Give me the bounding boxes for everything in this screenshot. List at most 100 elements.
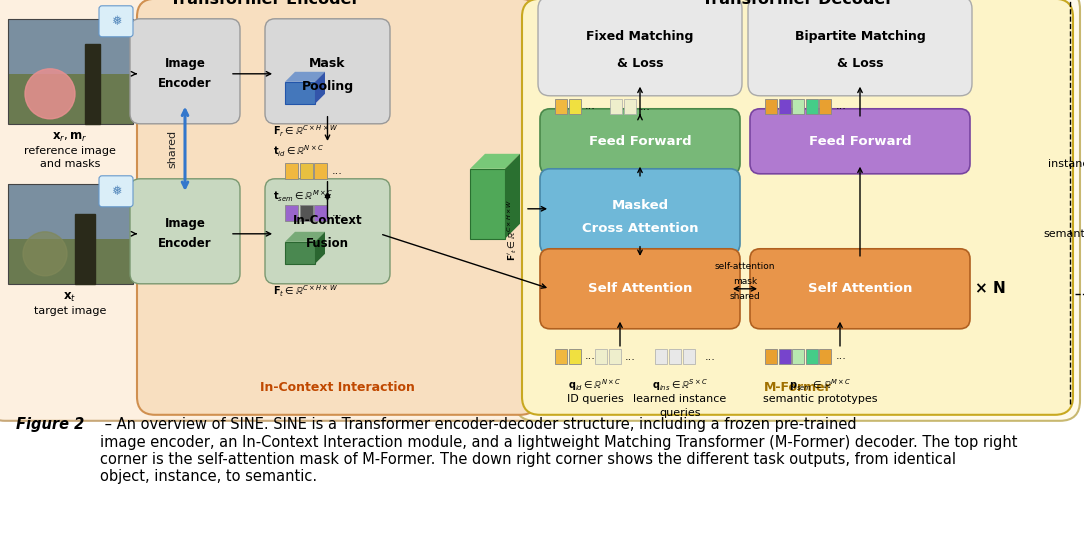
Text: ...: ... [836,101,847,111]
Text: $\mathbf{x}_t$: $\mathbf{x}_t$ [63,291,77,304]
Text: Fixed Matching: Fixed Matching [586,30,694,43]
Text: Image: Image [165,57,206,71]
Text: Transformer Encoder: Transformer Encoder [170,0,360,7]
Text: ...: ... [640,102,650,112]
FancyBboxPatch shape [264,179,390,284]
FancyBboxPatch shape [130,179,240,284]
Bar [470,169,505,239]
Text: $\mathbf{F}_r \in \mathbb{R}^{C\times H\times W}$: $\mathbf{F}_r \in \mathbb{R}^{C\times H\… [273,124,338,139]
Bar [314,163,327,179]
Text: Image: Image [165,217,206,230]
Bar [8,184,133,284]
Text: ❅: ❅ [111,185,121,198]
Text: and masks: and masks [40,159,100,169]
Polygon shape [315,232,325,264]
Text: Feed Forward: Feed Forward [809,135,912,148]
Text: semantic: semantic [1044,229,1084,239]
Polygon shape [470,154,520,169]
Text: shared: shared [167,130,177,168]
Bar [595,349,607,364]
Bar [805,99,817,114]
FancyBboxPatch shape [538,0,743,96]
Bar [765,99,777,114]
FancyBboxPatch shape [540,169,740,254]
Polygon shape [315,72,325,104]
Text: ❅: ❅ [111,15,121,28]
Text: $\mathbf{p}_{sem}\in\mathbb{R}^{M\times C}$: $\mathbf{p}_{sem}\in\mathbb{R}^{M\times … [789,377,851,393]
Text: learned instance: learned instance [633,394,726,404]
Text: Cross Attention: Cross Attention [582,222,698,235]
Text: M-Former: M-Former [763,381,831,394]
Text: $\mathbf{q}_{id}\in\mathbb{R}^{N\times C}$: $\mathbf{q}_{id}\in\mathbb{R}^{N\times C… [568,377,622,393]
Bar [610,99,622,114]
Text: self-attention: self-attention [714,262,775,271]
Bar [765,349,777,364]
FancyBboxPatch shape [0,0,545,421]
Bar [792,99,804,114]
Bar [655,349,667,364]
Bar [299,205,312,221]
Bar [299,163,312,179]
Bar [805,349,817,364]
FancyBboxPatch shape [515,0,1080,421]
Bar [624,99,636,114]
Text: $\mathbf{F}'_t\in\mathbb{R}^{C\times H\times W}$: $\mathbf{F}'_t\in\mathbb{R}^{C\times H\t… [505,199,519,261]
Bar [683,349,695,364]
Text: Self Attention: Self Attention [588,282,693,295]
Text: ...: ... [585,351,596,361]
Text: ...: ... [585,101,596,111]
Text: In-Context Interaction: In-Context Interaction [260,381,415,394]
Text: × N: × N [975,281,1006,296]
FancyBboxPatch shape [540,109,740,174]
Bar [568,99,581,114]
Text: Feed Forward: Feed Forward [589,135,692,148]
Text: ...: ... [625,352,636,362]
Text: ...: ... [332,166,343,176]
Bar [314,205,327,221]
Bar [568,349,581,364]
Text: shared: shared [730,292,760,301]
Bar [8,239,133,284]
Bar [8,74,133,124]
Text: Figure 2: Figure 2 [16,417,85,432]
Text: Encoder: Encoder [158,77,211,90]
Text: instance: instance [1047,159,1084,169]
Text: queries: queries [659,408,700,418]
Text: ...: ... [705,352,715,362]
Text: ID queries: ID queries [567,394,623,404]
FancyBboxPatch shape [264,19,390,124]
Bar [555,99,567,114]
Text: $\mathbf{x}_r, \mathbf{m}_r$: $\mathbf{x}_r, \mathbf{m}_r$ [52,131,88,144]
Circle shape [23,232,67,276]
Bar [820,99,831,114]
Text: & Loss: & Loss [617,57,663,71]
Text: Masked: Masked [611,199,669,212]
Bar [669,349,681,364]
FancyBboxPatch shape [748,0,972,96]
Bar [8,19,133,124]
Polygon shape [75,214,95,284]
Polygon shape [285,232,325,242]
Text: Pooling: Pooling [301,80,353,94]
Text: semantic prototypes: semantic prototypes [763,394,877,404]
Polygon shape [505,154,520,239]
Bar [778,349,790,364]
FancyBboxPatch shape [137,0,538,415]
FancyBboxPatch shape [99,6,133,37]
Text: mask: mask [733,277,757,286]
Text: Self Attention: Self Attention [808,282,913,295]
Text: Bipartite Matching: Bipartite Matching [795,30,926,43]
FancyBboxPatch shape [750,109,970,174]
Bar [555,349,567,364]
Bar [285,82,315,104]
Text: $\mathbf{t}_{sem} \in \mathbb{R}^{M\times C}$: $\mathbf{t}_{sem} \in \mathbb{R}^{M\time… [273,189,333,204]
Text: target image: target image [34,306,106,316]
FancyBboxPatch shape [522,0,1073,415]
Text: ...: ... [836,351,847,361]
Bar [285,205,298,221]
Polygon shape [285,72,325,82]
Bar [285,242,315,264]
Bar [609,349,621,364]
Text: $\mathbf{t}_{id} \in \mathbb{R}^{N\times C}$: $\mathbf{t}_{id} \in \mathbb{R}^{N\times… [273,144,324,160]
Text: ...: ... [332,208,343,218]
